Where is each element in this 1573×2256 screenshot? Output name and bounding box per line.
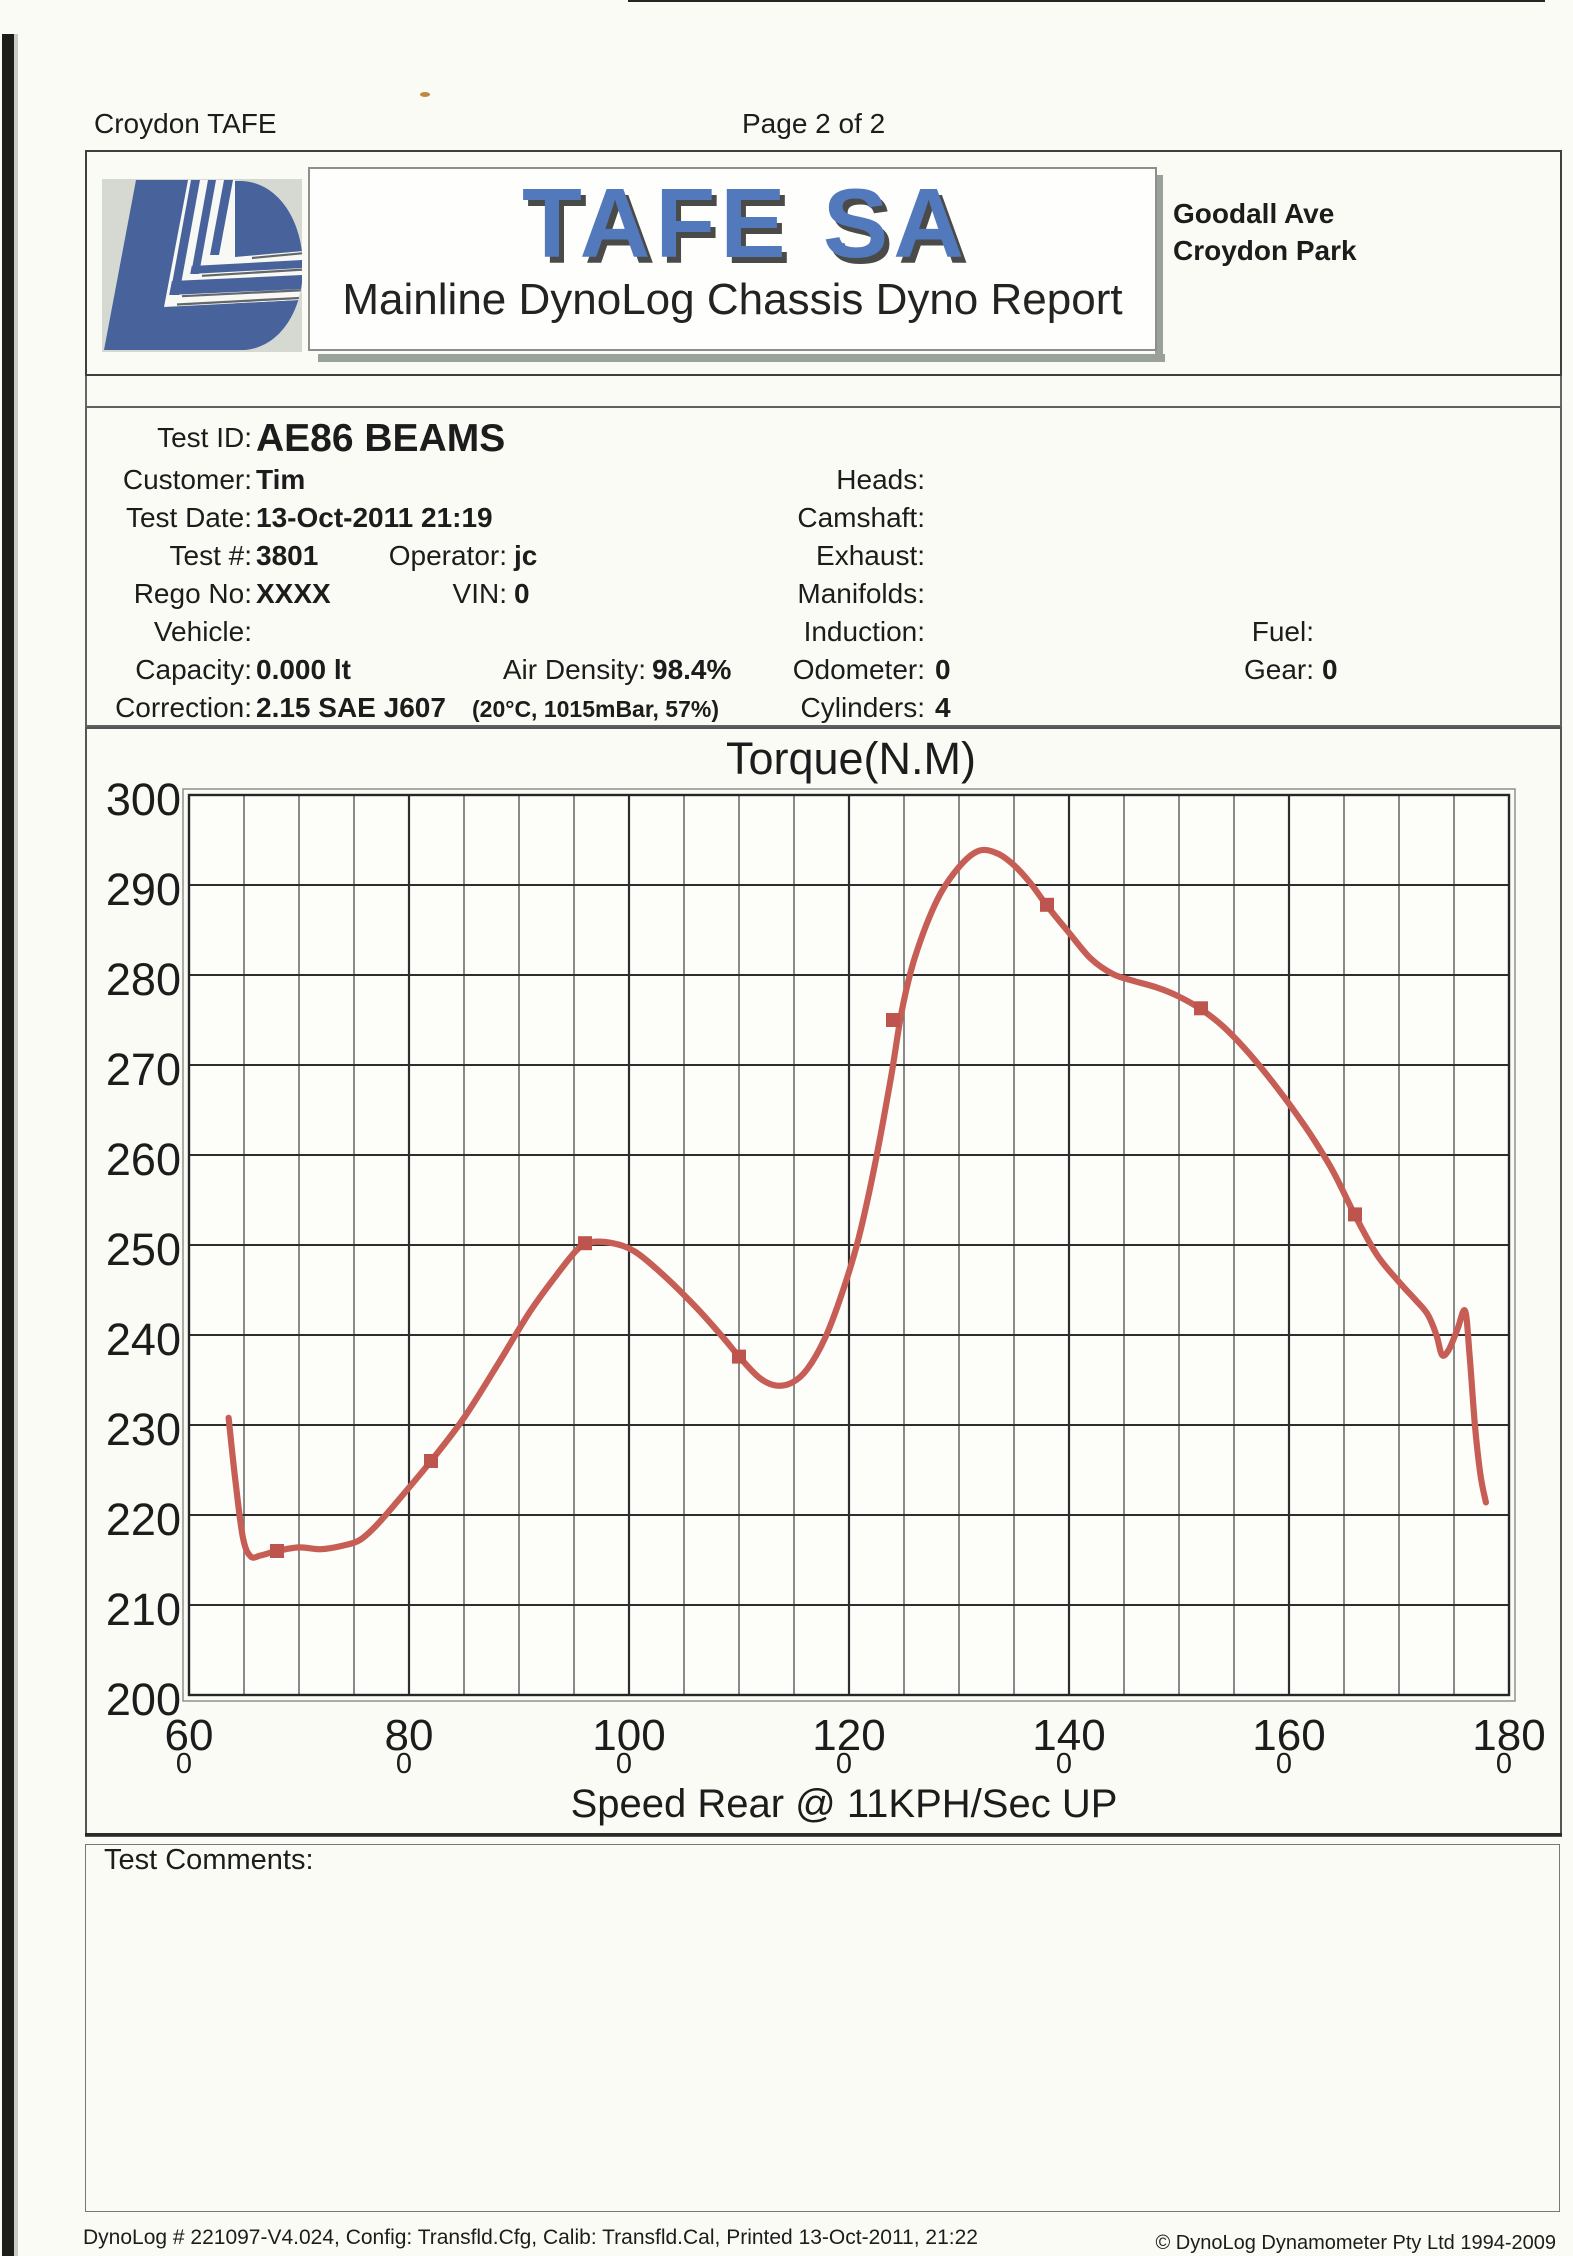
svg-text:300: 300 [106, 774, 181, 825]
svg-text:0: 0 [616, 1748, 632, 1780]
svg-text:140: 140 [1032, 1711, 1105, 1760]
svg-text:60: 60 [165, 1711, 214, 1760]
svg-text:0: 0 [1276, 1748, 1292, 1780]
svg-text:240: 240 [106, 1314, 181, 1365]
svg-text:220: 220 [106, 1494, 181, 1545]
svg-text:0: 0 [1056, 1748, 1072, 1780]
svg-text:0: 0 [176, 1748, 192, 1780]
svg-text:270: 270 [106, 1044, 181, 1095]
svg-text:290: 290 [106, 864, 181, 915]
svg-text:180: 180 [1472, 1711, 1545, 1760]
svg-text:230: 230 [106, 1404, 181, 1455]
svg-text:0: 0 [1496, 1748, 1512, 1780]
svg-text:280: 280 [106, 954, 181, 1005]
svg-text:80: 80 [385, 1711, 434, 1760]
svg-text:210: 210 [106, 1584, 181, 1635]
svg-text:Torque(N.M): Torque(N.M) [726, 733, 976, 784]
svg-text:160: 160 [1252, 1711, 1325, 1760]
svg-text:Speed Rear @ 11KPH/Sec UP: Speed Rear @ 11KPH/Sec UP [571, 1782, 1118, 1826]
svg-text:200: 200 [106, 1674, 181, 1725]
svg-text:0: 0 [836, 1748, 852, 1780]
svg-text:120: 120 [812, 1711, 885, 1760]
svg-text:260: 260 [106, 1134, 181, 1185]
svg-text:100: 100 [592, 1711, 665, 1760]
svg-text:250: 250 [106, 1224, 181, 1275]
svg-text:0: 0 [396, 1748, 412, 1780]
